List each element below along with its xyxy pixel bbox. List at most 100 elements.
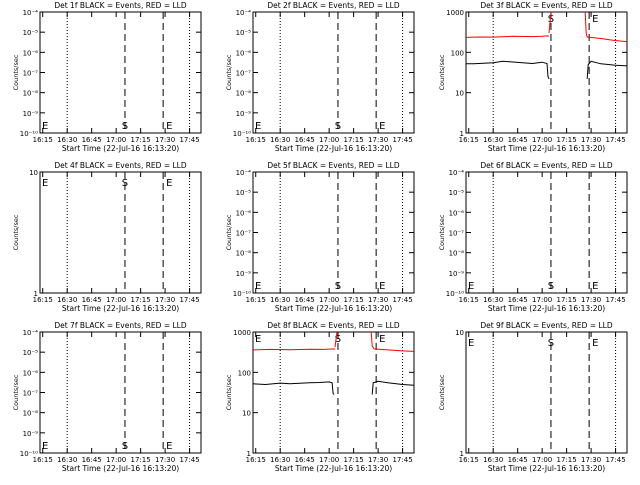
chart-panel-6: Det 6f BLACK = Events, RED = LLD S E E 10⁻¹⁰… <box>438 161 628 313</box>
marker-label-s: S <box>548 338 554 349</box>
x-tick-label: 16:30 <box>483 136 503 144</box>
corner-label-e: E <box>42 121 48 132</box>
x-axis-label: Start Time (22-Jul-16 16:13:20) <box>275 144 392 153</box>
y-tick-label: 10⁻⁶ <box>23 49 39 57</box>
marker-label-s: S <box>122 441 128 452</box>
x-tick-label: 16:15 <box>459 136 479 144</box>
x-tick-label: 17:30 <box>368 296 388 304</box>
y-tick-label: 10⁻⁹ <box>23 110 39 118</box>
marker-label-s: S <box>122 178 128 189</box>
y-tick-label: 10⁻⁷ <box>449 230 465 238</box>
y-tick-label: 10⁻⁶ <box>236 49 252 57</box>
plot-frame <box>465 11 628 134</box>
y-tick-label: 10 <box>242 410 251 418</box>
y-tick-label: 10 <box>29 169 38 177</box>
x-tick-label: 16:15 <box>459 296 479 304</box>
y-axis-label: Counts/sec <box>438 54 446 90</box>
x-tick-label: 16:15 <box>246 456 266 464</box>
x-tick-label: 16:30 <box>270 136 290 144</box>
series-line-events <box>252 381 335 395</box>
corner-label-e: E <box>42 441 48 452</box>
plot-frame <box>252 11 415 134</box>
marker-label-e: E <box>379 334 385 345</box>
plot-frame <box>252 171 415 294</box>
x-tick-label: 16:45 <box>295 136 315 144</box>
marker-label-e: E <box>592 338 598 349</box>
marker-label-e: E <box>166 441 172 452</box>
corner-label-e: E <box>255 281 261 292</box>
y-tick-label: 10⁻⁸ <box>23 90 39 98</box>
y-tick-label: 10⁻⁷ <box>23 70 39 78</box>
corner-label-e: E <box>255 121 261 132</box>
y-tick-label: 10⁻⁸ <box>449 250 465 258</box>
series-line-events <box>466 60 550 80</box>
x-tick-label: 17:45 <box>392 456 412 464</box>
x-tick-label: 17:45 <box>605 296 625 304</box>
y-tick-label: 10⁻¹⁰ <box>446 290 464 298</box>
x-tick-label: 16:15 <box>459 456 479 464</box>
x-tick-label: 17:00 <box>106 456 126 464</box>
x-tick-label: 17:00 <box>106 296 126 304</box>
x-tick-label: 16:45 <box>82 456 102 464</box>
x-tick-label: 17:15 <box>131 136 151 144</box>
x-tick-label: 17:00 <box>319 456 339 464</box>
marker-label-s: S <box>335 334 341 345</box>
x-tick-label: 16:45 <box>508 136 528 144</box>
x-tick-label: 16:15 <box>246 296 266 304</box>
series-line-lld <box>548 11 552 34</box>
y-tick-label: 10⁻⁷ <box>236 230 252 238</box>
y-tick-label: 10⁻⁵ <box>449 189 465 197</box>
x-tick-label: 17:45 <box>179 136 199 144</box>
y-axis-label: Counts/sec <box>12 374 20 410</box>
y-tick-label: 10⁻⁵ <box>236 29 252 37</box>
plot-frame <box>39 331 202 454</box>
y-tick-label: 10⁻⁸ <box>23 410 39 418</box>
x-axis-label: Start Time (22-Jul-16 16:13:20) <box>488 304 605 313</box>
series-line-lld <box>465 35 550 38</box>
x-axis-label: Start Time (22-Jul-16 16:13:20) <box>488 464 605 473</box>
x-tick-label: 17:15 <box>344 296 364 304</box>
corner-label-e: E <box>468 281 474 292</box>
x-tick-label: 16:15 <box>246 136 266 144</box>
x-tick-label: 17:45 <box>605 136 625 144</box>
y-axis-label: Counts/sec <box>12 214 20 250</box>
marker-label-e: E <box>592 281 598 292</box>
x-tick-label: 17:15 <box>344 456 364 464</box>
marker-label-e: E <box>166 121 172 132</box>
y-tick-label: 10⁻⁸ <box>236 90 252 98</box>
marker-label-s: S <box>335 121 341 132</box>
y-tick-label: 10⁻⁷ <box>23 390 39 398</box>
chart-panel-9: Det 9f BLACK = Events, RED = LLD S E E 1 10 16… <box>438 321 628 473</box>
y-tick-label: 10⁻⁵ <box>23 349 39 357</box>
x-tick-label: 16:45 <box>82 136 102 144</box>
marker-label-s: S <box>548 281 554 292</box>
chart-title: Det 4f BLACK = Events, RED = LLD <box>54 161 187 170</box>
x-tick-label: 16:30 <box>483 296 503 304</box>
x-axis-label: Start Time (22-Jul-16 16:13:20) <box>488 144 605 153</box>
x-tick-label: 16:30 <box>270 456 290 464</box>
y-tick-label: 10⁻⁹ <box>23 430 39 438</box>
marker-label-s: S <box>122 121 128 132</box>
x-tick-label: 17:30 <box>581 136 601 144</box>
x-tick-label: 16:30 <box>57 296 77 304</box>
x-tick-label: 16:45 <box>508 296 528 304</box>
x-tick-label: 16:30 <box>57 456 77 464</box>
series-line-lld <box>334 331 338 348</box>
x-axis-label: Start Time (22-Jul-16 16:13:20) <box>62 144 179 153</box>
x-tick-label: 17:45 <box>392 136 412 144</box>
chart-panel-5: Det 5f BLACK = Events, RED = LLD S E E 10⁻¹⁰… <box>225 161 415 313</box>
y-tick-label: 10⁻⁹ <box>236 110 252 118</box>
x-axis-label: Start Time (22-Jul-16 16:13:20) <box>62 304 179 313</box>
y-tick-label: 100 <box>451 49 464 57</box>
chart-panel-1: Det 1f BLACK = Events, RED = LLD S E E 10⁻¹⁰… <box>12 1 202 153</box>
marker-label-e: E <box>379 121 385 132</box>
y-tick-label: 10⁻¹⁰ <box>20 130 38 138</box>
chart-panel-2: Det 2f BLACK = Events, RED = LLD S E E 10⁻¹⁰… <box>225 1 415 153</box>
x-tick-label: 17:15 <box>344 136 364 144</box>
y-tick-label: 10⁻⁸ <box>236 250 252 258</box>
x-tick-label: 17:45 <box>179 456 199 464</box>
x-tick-label: 17:45 <box>392 296 412 304</box>
x-tick-label: 16:45 <box>295 456 315 464</box>
y-tick-label: 10⁻⁹ <box>449 270 465 278</box>
